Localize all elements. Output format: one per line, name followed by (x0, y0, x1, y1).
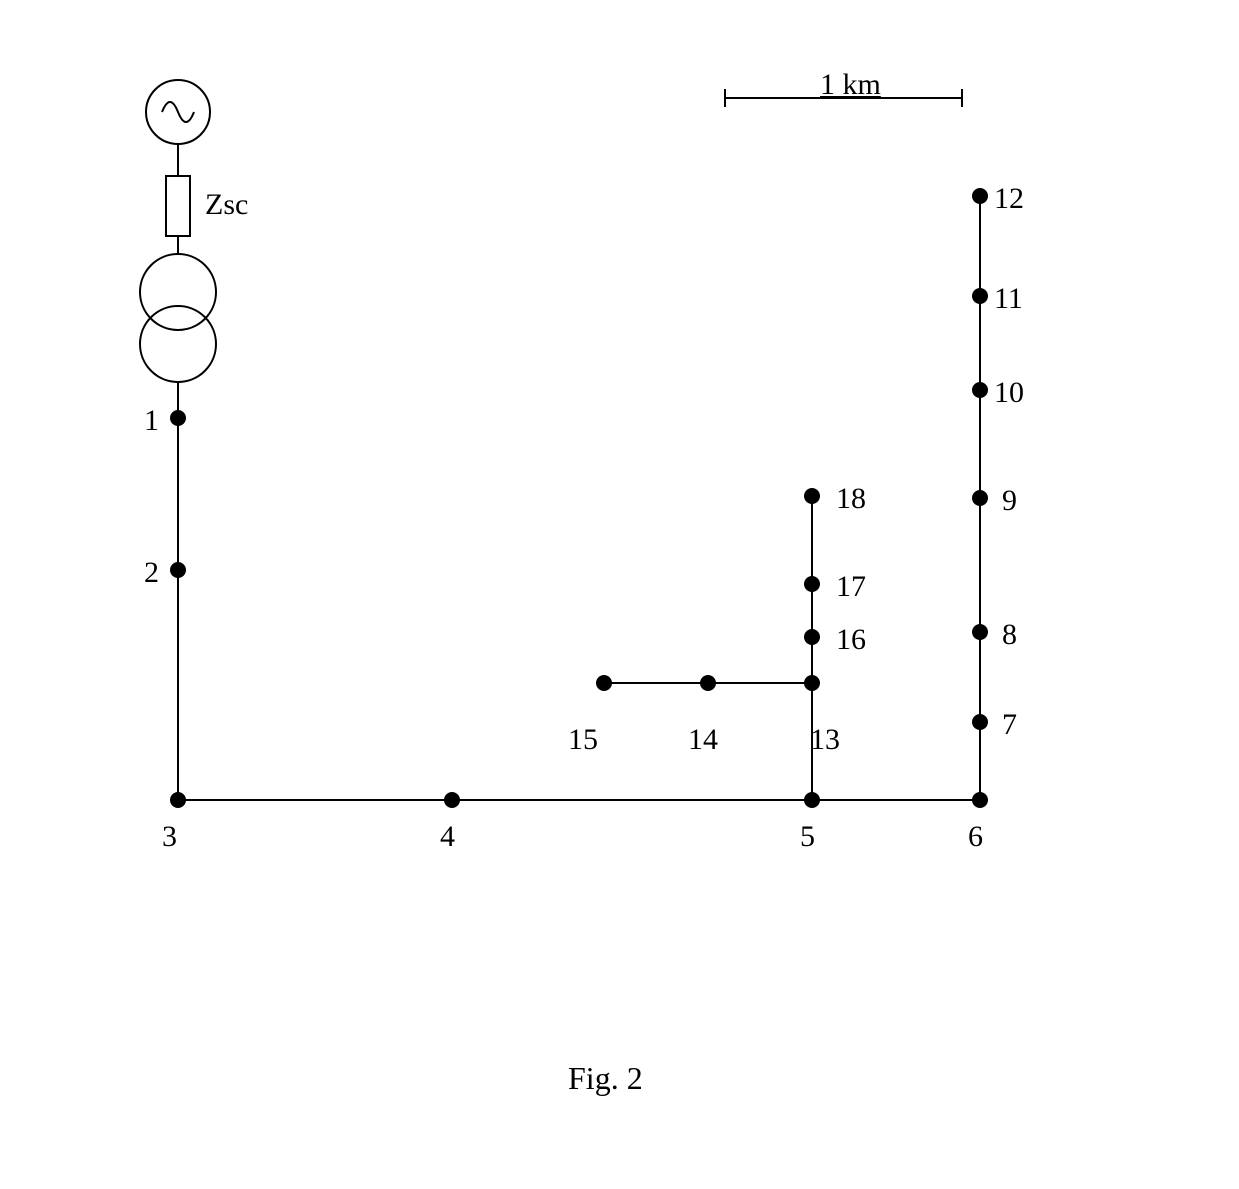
node-label-9: 9 (1002, 484, 1017, 518)
node-label-18: 18 (836, 482, 866, 516)
node-label-1: 1 (144, 404, 159, 438)
node-label-14: 14 (688, 723, 718, 757)
scale-label: 1 km (820, 68, 881, 102)
node-label-4: 4 (440, 820, 455, 854)
node-label-2: 2 (144, 556, 159, 590)
node-label-13: 13 (810, 723, 840, 757)
node-label-16: 16 (836, 623, 866, 657)
diagram-svg (0, 0, 1239, 1189)
diagram-container: 123456789101112131415161718 (0, 0, 1239, 1189)
node-label-15: 15 (568, 723, 598, 757)
node-label-11: 11 (994, 282, 1023, 316)
zsc-label: Zsc (205, 188, 248, 222)
node-label-10: 10 (994, 376, 1024, 410)
node-label-3: 3 (162, 820, 177, 854)
node-label-12: 12 (994, 182, 1024, 216)
node-label-5: 5 (800, 820, 815, 854)
node-label-17: 17 (836, 570, 866, 604)
node-label-6: 6 (968, 820, 983, 854)
figure-label: Fig. 2 (568, 1060, 643, 1097)
node-label-8: 8 (1002, 618, 1017, 652)
node-label-7: 7 (1002, 708, 1017, 742)
